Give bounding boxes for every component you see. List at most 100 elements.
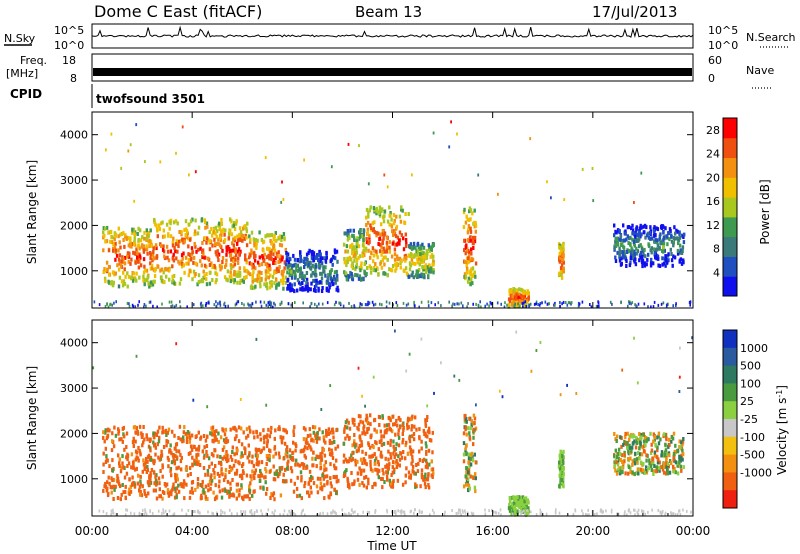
echo-cell — [122, 270, 125, 275]
echo-cell — [126, 284, 129, 289]
scatter-cell — [172, 513, 175, 517]
echo-cell — [364, 248, 368, 253]
echo-cell — [632, 240, 636, 244]
echo-cell — [253, 253, 256, 258]
scatter-cell — [467, 302, 469, 306]
echo-cell — [620, 465, 623, 470]
echo-cell — [561, 243, 565, 248]
echo-cell — [149, 239, 153, 244]
echo-cell — [381, 414, 384, 419]
echo-cell — [295, 263, 298, 268]
scatter-cell — [399, 510, 402, 513]
echo-cell — [681, 457, 684, 462]
echo-cell — [177, 436, 180, 440]
echo-cell — [183, 228, 186, 232]
echo-cell — [394, 268, 397, 273]
echo-cell — [173, 281, 176, 286]
echo-cell — [110, 448, 114, 453]
sparse-cell — [133, 199, 136, 203]
echo-cell — [207, 483, 210, 488]
scatter-cell — [637, 508, 640, 512]
echo-cell — [371, 221, 374, 226]
echo-cell — [270, 425, 273, 430]
echo-cell — [296, 288, 299, 293]
echo-cell — [465, 466, 468, 470]
echo-cell — [238, 266, 241, 271]
echo-cell — [134, 439, 137, 444]
echo-cell — [251, 275, 254, 280]
echo-cell — [125, 471, 129, 476]
echo-cell — [389, 211, 392, 215]
echo-cell — [356, 273, 359, 278]
scatter-cell — [480, 305, 482, 309]
echo-cell — [299, 449, 302, 454]
echo-cell — [427, 274, 430, 279]
echo-cell — [149, 266, 152, 271]
echo-cell — [265, 491, 268, 496]
echo-cell — [224, 488, 227, 493]
echo-cell — [412, 275, 415, 280]
echo-cell — [119, 497, 122, 502]
echo-cell — [284, 452, 287, 457]
echo-cell — [425, 267, 428, 272]
echo-cell — [625, 264, 628, 268]
echo-cell — [559, 460, 563, 465]
echo-cell — [392, 444, 395, 449]
scatter-cell — [242, 510, 245, 514]
echo-cell — [149, 251, 152, 255]
echo-cell — [357, 414, 361, 419]
echo-cell — [676, 248, 680, 253]
echo-cell — [210, 478, 214, 483]
echo-cell — [155, 482, 158, 487]
echo-cell — [174, 472, 177, 477]
echo-cell — [116, 473, 119, 478]
echo-cell — [328, 452, 332, 457]
echo-cell — [189, 219, 193, 224]
echo-cell — [210, 461, 213, 466]
echo-cell — [332, 435, 335, 440]
scatter-cell — [437, 301, 440, 305]
echo-cell — [413, 424, 416, 429]
echo-cell — [369, 270, 373, 275]
echo-region-2 — [462, 413, 478, 494]
echo-region-10 — [613, 223, 686, 269]
echo-cell — [133, 251, 136, 256]
echo-cell — [671, 436, 675, 441]
echo-cell — [169, 443, 172, 448]
echo-cell — [614, 448, 617, 453]
echo-cell — [137, 265, 141, 270]
echo-cell — [347, 257, 350, 262]
echo-cell — [226, 453, 229, 458]
sparse-cell — [636, 381, 639, 385]
echo-cell — [613, 454, 616, 459]
scatter-cell — [488, 509, 490, 513]
echo-cell — [188, 495, 192, 500]
echo-cell — [391, 470, 394, 475]
sparse-cell — [127, 149, 130, 153]
echo-cell — [195, 454, 198, 459]
echo-cell — [337, 288, 340, 293]
echo-cell — [465, 416, 468, 421]
echo-cell — [676, 461, 680, 466]
echo-cell — [315, 484, 319, 489]
echo-cell — [344, 249, 347, 254]
echo-cell — [422, 245, 426, 250]
echo-cell — [141, 235, 144, 240]
echo-cell — [150, 457, 153, 462]
velocity-colorbar-swatch — [723, 383, 737, 402]
power-colorbar-swatch — [723, 118, 737, 139]
echo-cell — [121, 454, 124, 459]
sparse-cell — [282, 198, 285, 201]
echo-cell — [106, 433, 110, 438]
echo-cell — [353, 422, 356, 427]
scatter-cell — [393, 510, 396, 513]
scatter-cell — [322, 511, 324, 515]
echo-cell — [145, 433, 148, 438]
echo-cell — [672, 464, 675, 469]
echo-cell — [393, 467, 396, 472]
echo-cell — [124, 496, 127, 501]
echo-cell — [409, 475, 412, 480]
scatter-cell — [386, 510, 389, 514]
echo-cell — [185, 440, 189, 444]
echo-cell — [289, 263, 292, 268]
